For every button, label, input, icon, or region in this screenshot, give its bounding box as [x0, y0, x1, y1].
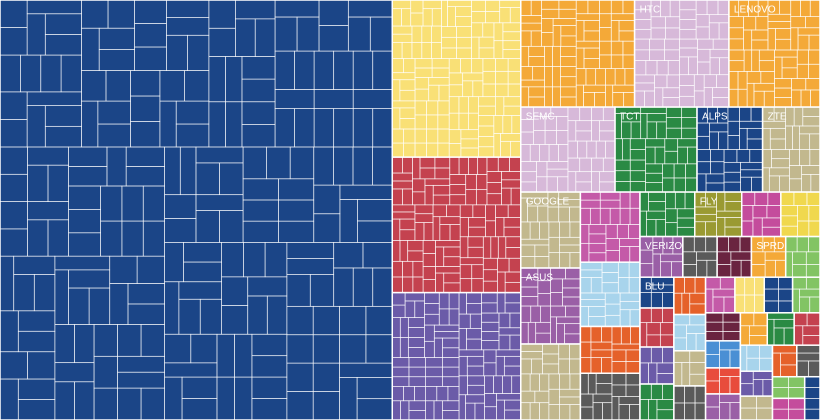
- block: [579, 372, 641, 420]
- block: [793, 312, 820, 346]
- block: [704, 367, 742, 395]
- block-rect: [780, 191, 820, 238]
- block-rect: [579, 191, 641, 263]
- block: [639, 383, 675, 420]
- block-label: BLU: [645, 282, 664, 293]
- block: [579, 261, 641, 328]
- block-label: VERIZON: [645, 241, 689, 252]
- block: [803, 375, 820, 420]
- block: [673, 385, 707, 420]
- block: LENOVO: [728, 0, 820, 108]
- block-rect: [520, 343, 582, 420]
- block: ALPS: [696, 106, 764, 193]
- block: [520, 343, 582, 420]
- block: [391, 291, 522, 420]
- block-label: ZTE: [768, 112, 787, 123]
- block-label: SPRD: [756, 241, 784, 252]
- block: [771, 375, 806, 400]
- block-rect: [771, 344, 798, 378]
- block-rect: [579, 261, 641, 328]
- block: [716, 235, 753, 278]
- block: [739, 344, 774, 372]
- block: ZTE: [761, 106, 820, 193]
- block-rect: [784, 235, 820, 278]
- block-label: ALPS: [702, 112, 728, 123]
- block: TCT: [614, 106, 698, 193]
- block: [704, 276, 736, 314]
- block: [766, 312, 795, 346]
- block-rect: [716, 235, 753, 278]
- block-rect: [520, 0, 636, 108]
- block: [639, 191, 696, 238]
- block-label: ASUS: [526, 272, 554, 283]
- block: [796, 344, 820, 378]
- block: [673, 313, 707, 352]
- block: [579, 191, 641, 263]
- block: [739, 395, 774, 420]
- block: [579, 325, 641, 374]
- block-rect: [740, 191, 782, 238]
- block: FLY: [694, 191, 743, 238]
- block-label: HTC: [640, 4, 661, 15]
- block: [771, 344, 798, 378]
- block: [734, 276, 766, 314]
- block-label: TCT: [620, 112, 639, 123]
- block: [391, 156, 522, 294]
- block: [0, 0, 394, 420]
- block: [791, 276, 820, 314]
- block: [771, 397, 806, 420]
- block: [739, 370, 774, 397]
- block: [763, 276, 794, 314]
- block: [520, 0, 636, 108]
- block-rect: [766, 312, 795, 346]
- block: [704, 340, 742, 369]
- block: GOOGLE: [520, 191, 582, 269]
- block: [673, 276, 707, 316]
- block-label: FLY: [700, 196, 718, 207]
- block-rect: [633, 0, 730, 108]
- block-rect: [682, 235, 718, 278]
- block: VERIZON: [639, 235, 689, 278]
- block: [739, 312, 769, 346]
- block-rect: [520, 191, 582, 269]
- block: [639, 346, 675, 385]
- block: [639, 307, 675, 348]
- block: HTC: [633, 0, 730, 108]
- block: [704, 393, 742, 420]
- block: ASUS: [520, 267, 582, 345]
- block: [784, 235, 820, 278]
- block: [704, 312, 742, 342]
- block-rect: [639, 307, 675, 348]
- block: SPRD: [750, 235, 787, 278]
- block-label: LENOVO: [734, 4, 776, 15]
- block: SEMC: [520, 106, 616, 193]
- block: [740, 191, 782, 238]
- block: [673, 350, 707, 387]
- block: [780, 191, 820, 238]
- block: [391, 0, 522, 158]
- block: [682, 235, 718, 278]
- block: BLU: [639, 276, 675, 309]
- block-label: GOOGLE: [526, 196, 570, 207]
- block-label: SEMC: [526, 112, 555, 123]
